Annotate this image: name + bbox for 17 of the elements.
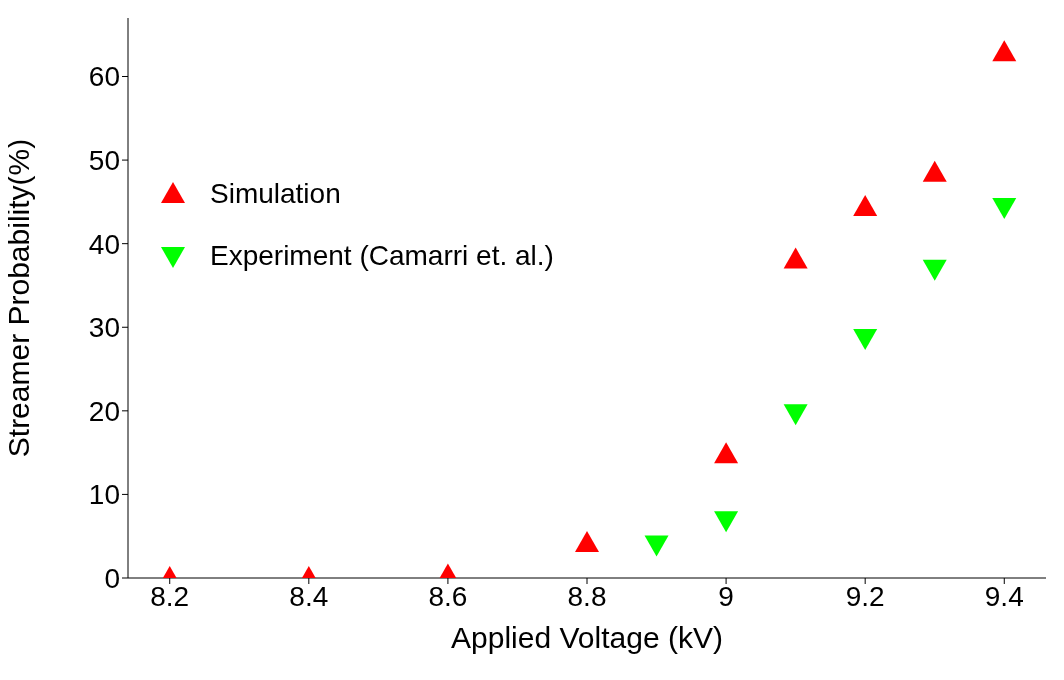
y-tick-label: 20 <box>88 395 120 427</box>
x-tick-label: 9 <box>718 580 734 612</box>
x-tick-label: 8.4 <box>289 580 329 612</box>
x-axis-title: Applied Voltage (kV) <box>451 621 723 654</box>
y-tick-label: 40 <box>88 228 120 260</box>
legend-label: Experiment (Camarri et. al.) <box>210 240 554 272</box>
x-tick-label: 8.6 <box>428 580 468 612</box>
x-tick-label: 9.4 <box>984 580 1024 612</box>
y-tick-label: 0 <box>104 562 120 594</box>
y-tick-label: 30 <box>88 312 120 344</box>
x-tick-label: 8.8 <box>567 580 607 612</box>
y-tick-label: 50 <box>88 145 120 177</box>
y-tick-label: 60 <box>88 61 120 93</box>
legend-label: Simulation <box>210 178 341 210</box>
x-tick-label: 9.2 <box>845 580 885 612</box>
x-tick-label: 8.2 <box>150 580 190 612</box>
y-tick-label: 10 <box>88 479 120 511</box>
